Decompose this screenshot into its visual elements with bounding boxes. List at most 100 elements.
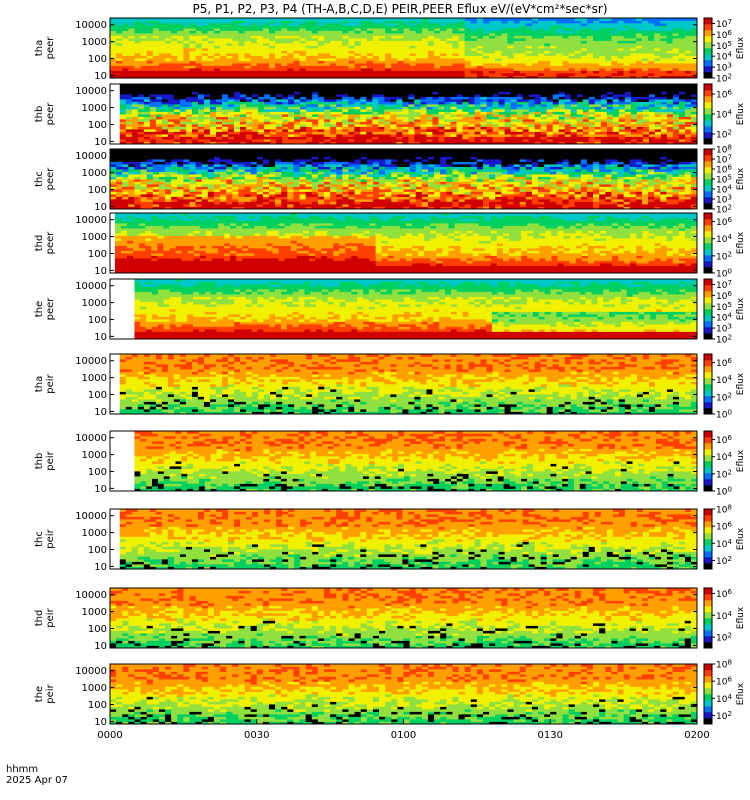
x-tick-label: 0030: [244, 730, 269, 741]
panel-product-label: peer: [45, 102, 56, 126]
colorbar-segment: [704, 521, 712, 528]
colorbar-tick-label: 108: [716, 144, 732, 156]
colorbar-segment: [704, 197, 712, 204]
y-tick-label: 1000: [82, 168, 107, 179]
colorbar-tick-label: 103: [716, 194, 732, 206]
colorbar-tick-label: 108: [716, 504, 732, 516]
colorbar-segment: [704, 676, 712, 683]
panel-the-peir: 10 100 1000 10000 the peir 102 104 106 108 Eflux: [34, 659, 746, 728]
colorbar-frame: [703, 663, 713, 725]
y-tick-label: 1000: [82, 103, 107, 114]
panel-product-label: peer: [45, 297, 56, 321]
colorbar-title: Eflux: [736, 167, 746, 190]
colorbar-tick-label: 107: [716, 154, 732, 166]
colorbar-segment: [704, 443, 712, 450]
colorbar: 100 102 104 106 Eflux: [703, 212, 746, 280]
colorbar-segment: [704, 682, 712, 689]
colorbar-segment: [704, 114, 712, 121]
colorbar-frame: [703, 587, 713, 649]
colorbar-tick-label: 104: [716, 109, 732, 121]
colorbar-tick-label: 106: [716, 434, 732, 446]
y-tick-label: 10000: [75, 20, 107, 31]
y-tick-label: 100: [88, 249, 107, 260]
colorbar-segment: [704, 600, 712, 607]
colorbar-tick-label: 105: [716, 174, 732, 186]
y-tick-label: 10: [94, 202, 107, 213]
colorbar-segment: [704, 126, 712, 133]
colorbar-segment: [704, 261, 712, 268]
colorbar-title: Eflux: [736, 449, 746, 472]
colorbar-segment: [704, 213, 712, 220]
colorbar-segment: [704, 173, 712, 180]
x-axis: 0000 0030 0100 0130 0200: [97, 719, 710, 741]
spectrogram-cells: [110, 664, 698, 725]
colorbar: 100 102 104 106 Eflux: [703, 353, 746, 421]
colorbar-title: Eflux: [736, 36, 746, 59]
y-tick-label: 10: [94, 407, 107, 418]
colorbar-segment: [704, 461, 712, 468]
spectrogram-cells: [114, 213, 698, 274]
x-tick-label: 0100: [391, 730, 416, 741]
colorbar-segment: [704, 291, 712, 298]
colorbar-segment: [704, 155, 712, 162]
colorbar-segment: [704, 563, 712, 570]
colorbar-tick-label: 102: [716, 250, 732, 262]
colorbar-tick-label: 106: [716, 29, 732, 41]
panel-probe-label: thc: [34, 531, 45, 547]
colorbar-segment: [704, 670, 712, 677]
colorbar-segment: [704, 396, 712, 403]
panel-frame: [109, 430, 698, 492]
x-tick-label: 0130: [538, 730, 563, 741]
colorbar: 102 104 106 108 Eflux: [703, 659, 746, 725]
colorbar-segment: [704, 700, 712, 707]
colorbar-tick-label: 107: [716, 18, 732, 30]
panel-product-label: peir: [45, 528, 56, 548]
colorbar-segment: [704, 120, 712, 127]
colorbar-tick-label: 102: [716, 468, 732, 480]
panel-thd-peir: 10 100 1000 10000 thd peir 102 104 106 Eflux: [34, 587, 746, 652]
colorbar-title: Eflux: [736, 606, 746, 629]
colorbar-segment: [704, 333, 712, 340]
colorbar-tick-label: 104: [716, 51, 732, 63]
colorbar-segment: [704, 36, 712, 43]
colorbar-segment: [704, 225, 712, 232]
colorbar-segment: [704, 179, 712, 186]
colorbar-tick-label: 106: [716, 89, 732, 101]
spectrogram-cells: [110, 18, 698, 79]
colorbar-tick-label: 104: [716, 374, 732, 386]
panel-probe-label: the: [34, 301, 45, 317]
colorbar-tick-label: 104: [716, 184, 732, 196]
y-tick-label: 1000: [82, 450, 107, 461]
panel-probe-label: thc: [34, 171, 45, 187]
colorbar-segment: [704, 431, 712, 438]
colorbar-segment: [704, 203, 712, 210]
panel-product-label: peer: [45, 231, 56, 255]
colorbar-segment: [704, 243, 712, 250]
y-tick-label: 100: [88, 700, 107, 711]
panel-frame: [109, 508, 698, 570]
colorbar-title: Eflux: [736, 682, 746, 705]
colorbar-segment: [704, 138, 712, 145]
colorbar-tick-label: 100: [716, 268, 732, 280]
colorbar-tick-label: 103: [716, 62, 732, 74]
colorbar-segment: [704, 473, 712, 480]
colorbar-tick-label: 102: [716, 391, 732, 403]
panel-product-label: peer: [45, 167, 56, 191]
panel-frame: [109, 83, 698, 145]
colorbar-tick-label: 102: [716, 710, 732, 722]
colorbar-segment: [704, 24, 712, 31]
panel-thc-peer: 10 100 1000 10000 thc peer 1021031041051061071…: [34, 144, 746, 216]
colorbar: 102 104 106 Eflux: [703, 587, 746, 649]
colorbar-segment: [704, 185, 712, 192]
y-tick-label: 10000: [75, 151, 107, 162]
colorbar-title: Eflux: [736, 231, 746, 254]
colorbar-segment: [704, 303, 712, 310]
colorbar-segment: [704, 66, 712, 73]
y-tick-label: 10: [94, 717, 107, 728]
colorbar-segment: [704, 642, 712, 649]
panel-product-label: peir: [45, 607, 56, 627]
colorbar: 102 104 106 Eflux: [703, 83, 746, 145]
colorbar-tick-label: 106: [716, 676, 732, 688]
y-tick-label: 1000: [82, 298, 107, 309]
